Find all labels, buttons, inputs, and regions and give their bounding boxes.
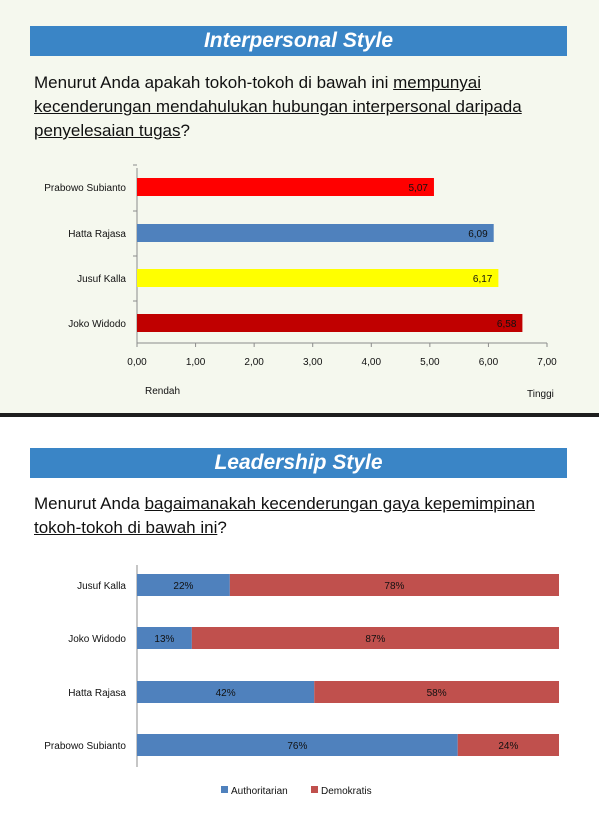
x-tick-label: 7,00 xyxy=(537,357,557,368)
leadership-question-end: ? xyxy=(217,518,227,537)
value-label-demokratis-jusuf-kalla: 78% xyxy=(384,581,404,592)
category-label-jusuf-kalla: Jusuf Kalla xyxy=(77,274,126,285)
bar-joko-widodo xyxy=(137,314,523,332)
legend-label-authoritarian: Authoritarian xyxy=(231,786,288,797)
value-label-authoritarian-hatta-rajasa: 42% xyxy=(216,688,236,699)
value-label-authoritarian-prabowo-subianto: 76% xyxy=(287,741,307,752)
category-label-joko-widodo: Joko Widodo xyxy=(68,319,126,330)
legend-swatch-authoritarian xyxy=(221,786,228,793)
interpersonal-chart: 0,00 1,00 2,00 3,00 4,00 5,00 6,00 7,00 Prabowo … xyxy=(44,164,557,400)
leadership-title: Leadership Style xyxy=(30,448,567,478)
value-label-jusuf-kalla: 6,17 xyxy=(473,274,493,285)
interpersonal-question: Menurut Anda apakah tokoh-tokoh di bawah… xyxy=(34,71,574,143)
value-label-joko-widodo: 6,58 xyxy=(497,319,517,330)
x-tick-label: 1,00 xyxy=(186,357,206,368)
interpersonal-question-underlined: mempunyai kecenderungan mendahulukan hub… xyxy=(34,73,522,140)
value-label-demokratis-hatta-rajasa: 58% xyxy=(427,688,447,699)
bar-authoritarian-joko-widodo xyxy=(137,627,192,649)
value-label-prabowo-subianto: 5,07 xyxy=(408,183,428,194)
bar-hatta-rajasa xyxy=(137,224,494,242)
x-tick-label: 4,00 xyxy=(362,357,382,368)
category-label-hatta-rajasa: Hatta Rajasa xyxy=(68,229,126,240)
value-label-authoritarian-jusuf-kalla: 22% xyxy=(173,581,193,592)
legend-label-demokratis: Demokratis xyxy=(321,786,372,797)
bar-prabowo-subianto xyxy=(137,178,434,196)
category-label-jusuf-kalla: Jusuf Kalla xyxy=(77,581,126,592)
category-label-joko-widodo: Joko Widodo xyxy=(68,634,126,645)
high-label: Tinggi xyxy=(527,389,554,400)
bar-jusuf-kalla xyxy=(137,269,499,287)
category-label-prabowo-subianto: Prabowo Subianto xyxy=(44,183,126,194)
bar-authoritarian-hatta-rajasa xyxy=(137,681,315,703)
leadership-chart: Jusuf Kalla 22% 78% Joko Widodo 13% 87% Hatta … xyxy=(44,565,560,797)
bar-authoritarian-jusuf-kalla xyxy=(137,574,230,596)
interpersonal-question-text: Menurut Anda apakah tokoh-tokoh di bawah… xyxy=(34,73,394,92)
bar-demokratis-jusuf-kalla xyxy=(229,574,559,596)
leadership-question: Menurut Anda bagaimanakah kecenderungan … xyxy=(34,492,574,540)
leadership-panel: Leadership Style Menurut Anda bagaimanak… xyxy=(0,417,599,833)
leadership-question-text: Menurut Anda xyxy=(34,494,145,513)
category-label-hatta-rajasa: Hatta Rajasa xyxy=(68,688,126,699)
bar-demokratis-joko-widodo xyxy=(191,627,560,649)
value-label-hatta-rajasa: 6,09 xyxy=(468,229,488,240)
x-tick-label: 3,00 xyxy=(303,357,323,368)
low-label: Rendah xyxy=(145,386,180,397)
x-tick-label: 0,00 xyxy=(127,357,147,368)
leadership-question-underlined: bagaimanakah kecenderungan gaya kepemimp… xyxy=(34,494,535,537)
interpersonal-title: Interpersonal Style xyxy=(30,26,567,56)
x-tick-label: 6,00 xyxy=(479,357,499,368)
x-tick-label: 2,00 xyxy=(244,357,264,368)
value-label-demokratis-prabowo-subianto: 24% xyxy=(498,741,518,752)
interpersonal-question-end: ? xyxy=(180,121,190,140)
panel-divider xyxy=(0,413,599,417)
bar-authoritarian-prabowo-subianto xyxy=(137,734,458,756)
interpersonal-panel: Interpersonal Style Menurut Anda apakah … xyxy=(0,0,599,413)
bar-demokratis-prabowo-subianto xyxy=(457,734,559,756)
legend-swatch-demokratis xyxy=(311,786,318,793)
x-tick-label: 5,00 xyxy=(420,357,440,368)
bar-demokratis-hatta-rajasa xyxy=(314,681,559,703)
category-label-prabowo-subianto: Prabowo Subianto xyxy=(44,741,126,752)
value-label-authoritarian-joko-widodo: 13% xyxy=(154,634,174,645)
value-label-demokratis-joko-widodo: 87% xyxy=(365,634,385,645)
